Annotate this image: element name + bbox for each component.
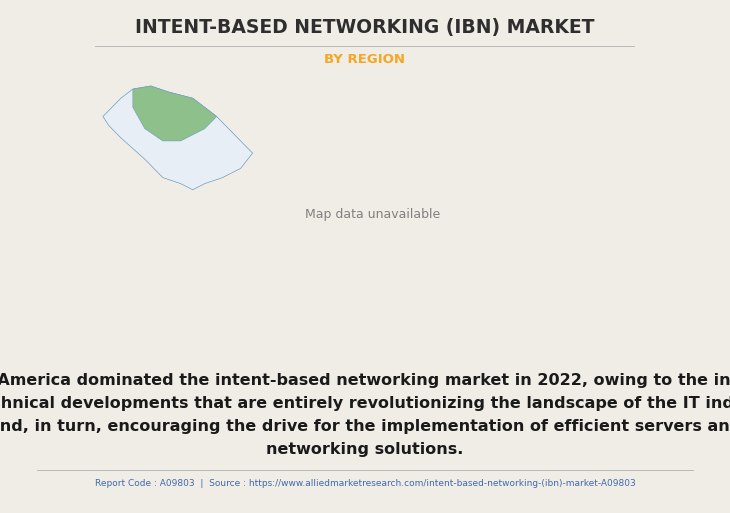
Text: North America dominated the intent-based networking market in 2022, owing to the: North America dominated the intent-based… [0,373,730,457]
Text: Report Code : A09803  |  Source : https://www.alliedmarketresearch.com/intent-ba: Report Code : A09803 | Source : https://… [95,479,635,488]
Text: Map data unavailable: Map data unavailable [304,208,440,221]
Text: BY REGION: BY REGION [325,53,405,66]
Polygon shape [133,86,217,141]
Polygon shape [103,86,253,190]
Text: INTENT-BASED NETWORKING (IBN) MARKET: INTENT-BASED NETWORKING (IBN) MARKET [135,18,595,37]
